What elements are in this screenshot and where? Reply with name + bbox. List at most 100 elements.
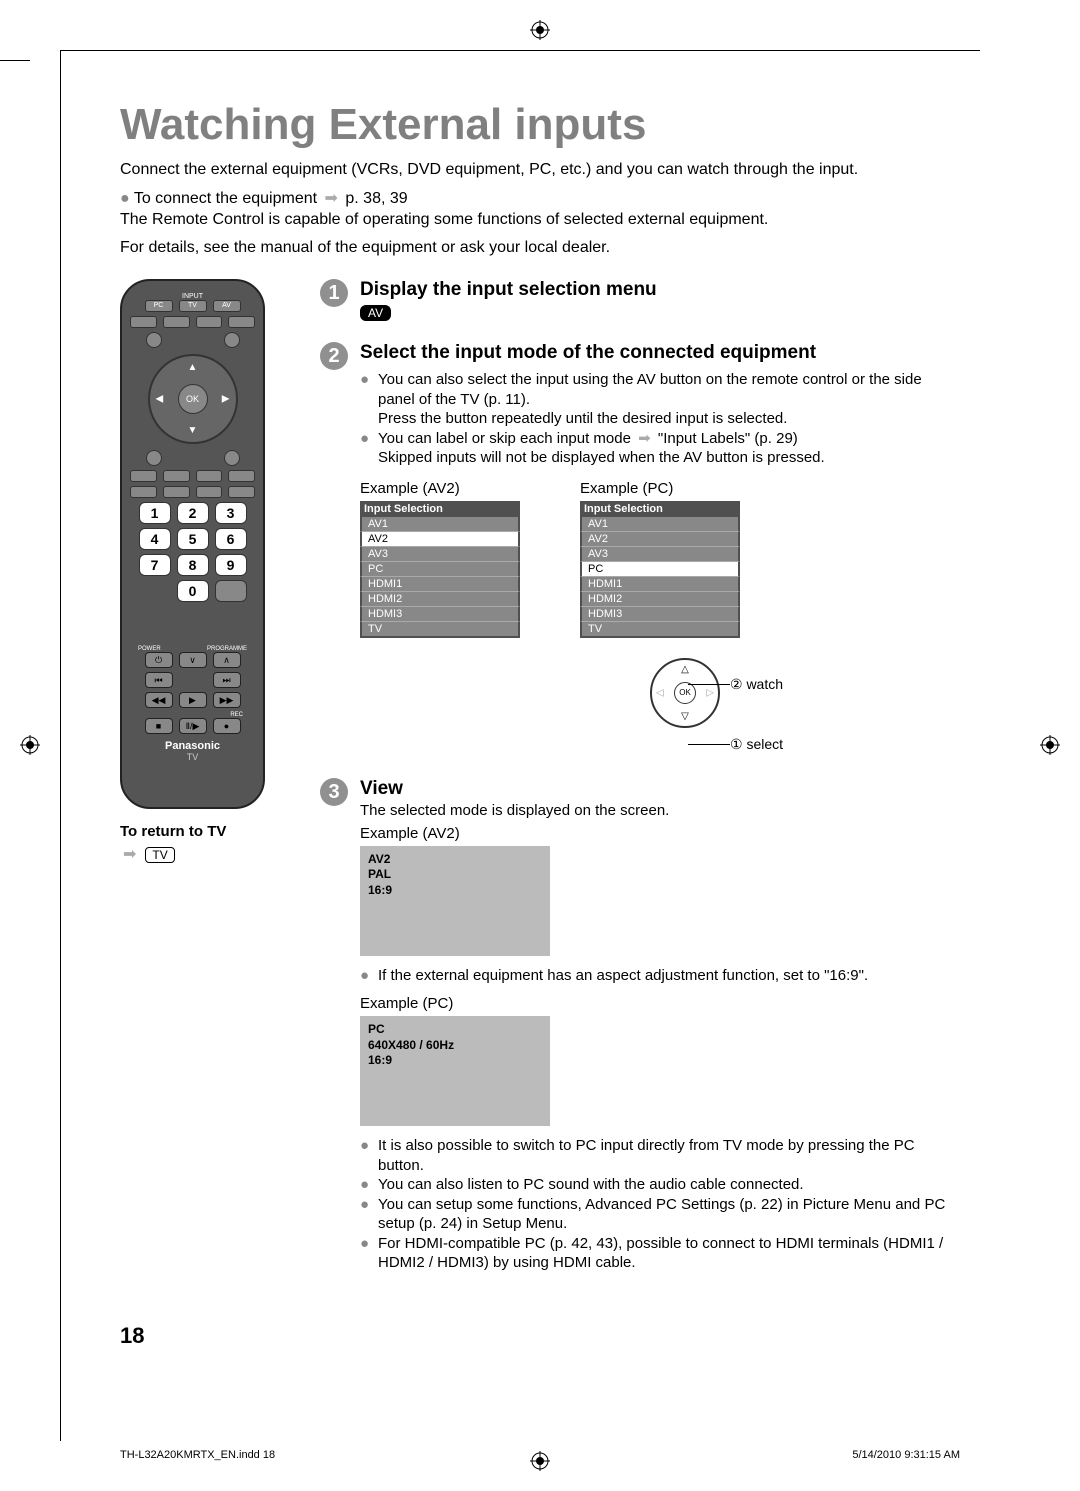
vol-plus-button: ∧ <box>213 652 241 668</box>
text: PAL <box>368 867 542 883</box>
color-button <box>130 470 157 482</box>
connect-ref: p. 38, 39 <box>345 190 407 207</box>
tv-button: TV <box>179 300 207 312</box>
menu-row: PC <box>580 562 740 577</box>
menu-row: TV <box>580 622 740 638</box>
step-3-title: View <box>360 778 960 800</box>
input-selection-menu-pc: Input Selection AV1AV2AV3PCHDMI1HDMI2HDM… <box>580 501 740 638</box>
num-2: 2 <box>177 502 209 524</box>
text: AV2 <box>368 852 542 868</box>
menu-header: Input Selection <box>580 501 740 517</box>
arrow-icon <box>635 430 654 447</box>
menu-row: AV2 <box>580 532 740 547</box>
right-arrow-icon: ▷ <box>706 687 714 698</box>
text: Press the button repeatedly until the de… <box>378 410 787 427</box>
connect-line: To connect the equipment p. 38, 39 <box>120 189 960 210</box>
screen-pc: PC 640X480 / 60Hz 16:9 <box>360 1016 550 1126</box>
step-2-title: Select the input mode of the connected e… <box>360 342 960 364</box>
generic-button <box>228 316 255 328</box>
input-selection-menu-av2: Input Selection AV1AV2AV3PCHDMI1HDMI2HDM… <box>360 501 520 638</box>
menu-row: AV2 <box>360 532 520 547</box>
text: 16:9 <box>368 883 542 899</box>
num-1: 1 <box>139 502 171 524</box>
text: Skipped inputs will not be displayed whe… <box>378 449 825 466</box>
menu-header: Input Selection <box>360 501 520 517</box>
step2-bullet: You can label or skip each input mode "I… <box>360 429 960 468</box>
step3-desc: The selected mode is displayed on the sc… <box>360 802 960 819</box>
text: You can also select the input using the … <box>378 371 922 408</box>
left-arrow-icon: ◀ <box>156 394 164 405</box>
ok-button: OK <box>178 384 208 414</box>
return-to-tv-title: To return to TV <box>120 823 290 840</box>
footer-file: TH-L32A20KMRTX_EN.indd 18 <box>120 1449 275 1461</box>
rec-button: ● <box>213 718 241 734</box>
screen-av2: AV2 PAL 16:9 <box>360 846 550 956</box>
text: PC <box>368 1022 542 1038</box>
connect-text: To connect the equipment <box>134 190 317 207</box>
page-title: Watching External inputs <box>120 100 960 150</box>
dpad-ring: ▲ ▼ ◀ ▶ OK <box>148 354 238 444</box>
text: You can label or skip each input mode <box>378 430 631 447</box>
down-arrow-icon: ▽ <box>681 711 689 722</box>
menu-row: AV1 <box>580 517 740 532</box>
menu-row: HDMI1 <box>360 577 520 592</box>
color-button <box>163 486 190 498</box>
av-button: AV <box>213 300 241 312</box>
brand-label: Panasonic <box>130 740 255 752</box>
watch-label: ② watch <box>730 676 783 693</box>
color-button <box>228 486 255 498</box>
step2-bullet: You can also select the input using the … <box>360 370 960 429</box>
num-7: 7 <box>139 554 171 576</box>
av-badge: AV <box>360 305 391 321</box>
intro-text: Connect the external equipment (VCRs, DV… <box>120 160 960 181</box>
prev-button: ⏮ <box>145 672 173 688</box>
menu-row: HDMI1 <box>580 577 740 592</box>
menu-row: HDMI3 <box>360 607 520 622</box>
color-button <box>163 470 190 482</box>
arrow-icon <box>322 190 341 207</box>
generic-button <box>163 316 190 328</box>
down-arrow-icon: ▼ <box>188 425 198 436</box>
text: "Input Labels" (p. 29) <box>658 430 798 447</box>
step3-bullet: You can also listen to PC sound with the… <box>360 1175 960 1195</box>
color-button <box>228 470 255 482</box>
step3-bullet: It is also possible to switch to PC inpu… <box>360 1136 960 1175</box>
text: 640X480 / 60Hz <box>368 1038 542 1054</box>
remote-line2: For details, see the manual of the equip… <box>120 238 960 259</box>
num-6: 6 <box>215 528 247 550</box>
num-0: 0 <box>177 580 209 602</box>
num-9: 9 <box>215 554 247 576</box>
play-button: ▶ <box>179 692 207 708</box>
next-button: ⏭ <box>213 672 241 688</box>
footer-time: 5/14/2010 9:31:15 AM <box>852 1449 960 1461</box>
generic-button <box>130 316 157 328</box>
pc-button: PC <box>145 300 173 312</box>
generic-button <box>196 316 223 328</box>
menu-row: HDMI2 <box>360 592 520 607</box>
generic-button <box>215 580 247 602</box>
remote-line1: The Remote Control is capable of operati… <box>120 210 960 231</box>
circle-button <box>146 450 162 466</box>
return-arrow-line: TV <box>120 844 290 864</box>
up-arrow-icon: △ <box>681 664 689 675</box>
tv-badge: TV <box>145 847 174 863</box>
left-arrow-icon: ◁ <box>656 687 664 698</box>
example-av2-label: Example (AV2) <box>360 480 520 497</box>
select-label: ① select <box>730 736 783 753</box>
num-8: 8 <box>177 554 209 576</box>
step3-bullet: If the external equipment has an aspect … <box>360 966 960 986</box>
text: 16:9 <box>368 1053 542 1069</box>
step3-bullet: You can setup some functions, Advanced P… <box>360 1195 960 1234</box>
step-3-circle: 3 <box>320 778 348 806</box>
menu-row: TV <box>360 622 520 638</box>
menu-row: AV1 <box>360 517 520 532</box>
example-pc-view-label: Example (PC) <box>360 995 960 1012</box>
circle-button <box>224 332 240 348</box>
step3-bullet: For HDMI-compatible PC (p. 42, 43), poss… <box>360 1234 960 1273</box>
input-label: INPUT <box>130 293 255 300</box>
brand-sub-label: TV <box>130 752 255 762</box>
pause-button: Ⅱ/▶ <box>179 718 207 734</box>
remote-illustration: INPUT PC TV AV ▲ ▼ ◀ ▶ OK 123 <box>120 279 265 809</box>
connector-line <box>688 684 730 685</box>
rew-button: ◀◀ <box>145 692 173 708</box>
